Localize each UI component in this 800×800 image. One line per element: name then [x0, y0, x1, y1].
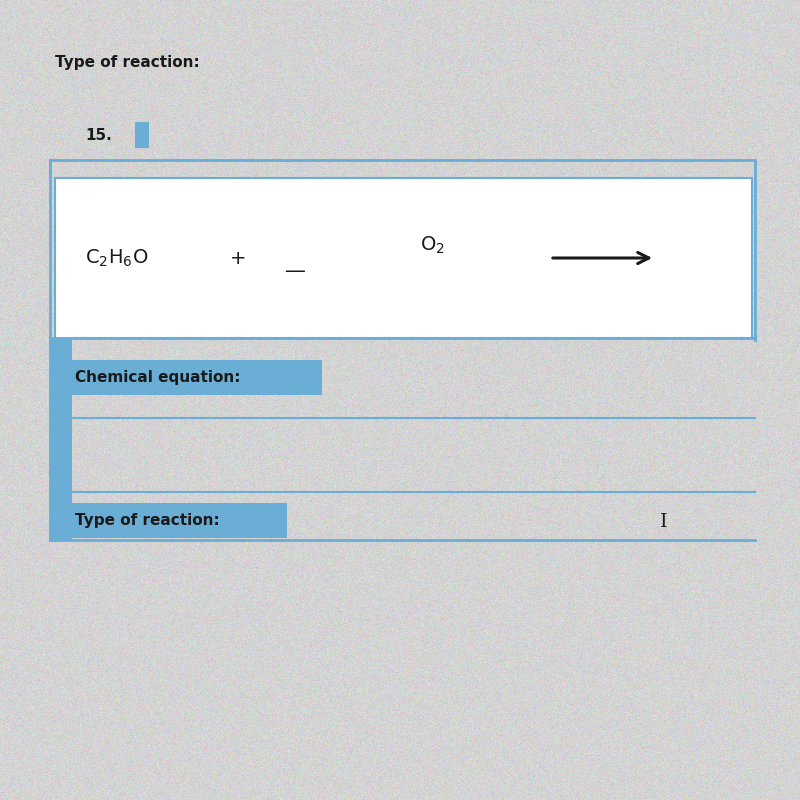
Bar — [55, 178, 752, 338]
Text: I: I — [660, 513, 668, 531]
Text: __: __ — [285, 253, 305, 271]
Bar — [72, 503, 287, 538]
Bar — [135, 122, 149, 148]
Text: Chemical equation:: Chemical equation: — [75, 370, 241, 385]
Text: Type of reaction:: Type of reaction: — [55, 54, 200, 70]
Text: O$_2$: O$_2$ — [420, 234, 445, 256]
Text: Type of reaction:: Type of reaction: — [75, 513, 220, 528]
Text: 15.: 15. — [85, 127, 112, 142]
Bar — [72, 360, 322, 395]
Text: C$_2$H$_6$O: C$_2$H$_6$O — [85, 247, 148, 269]
Bar — [50, 338, 72, 540]
Text: +: + — [230, 249, 246, 267]
